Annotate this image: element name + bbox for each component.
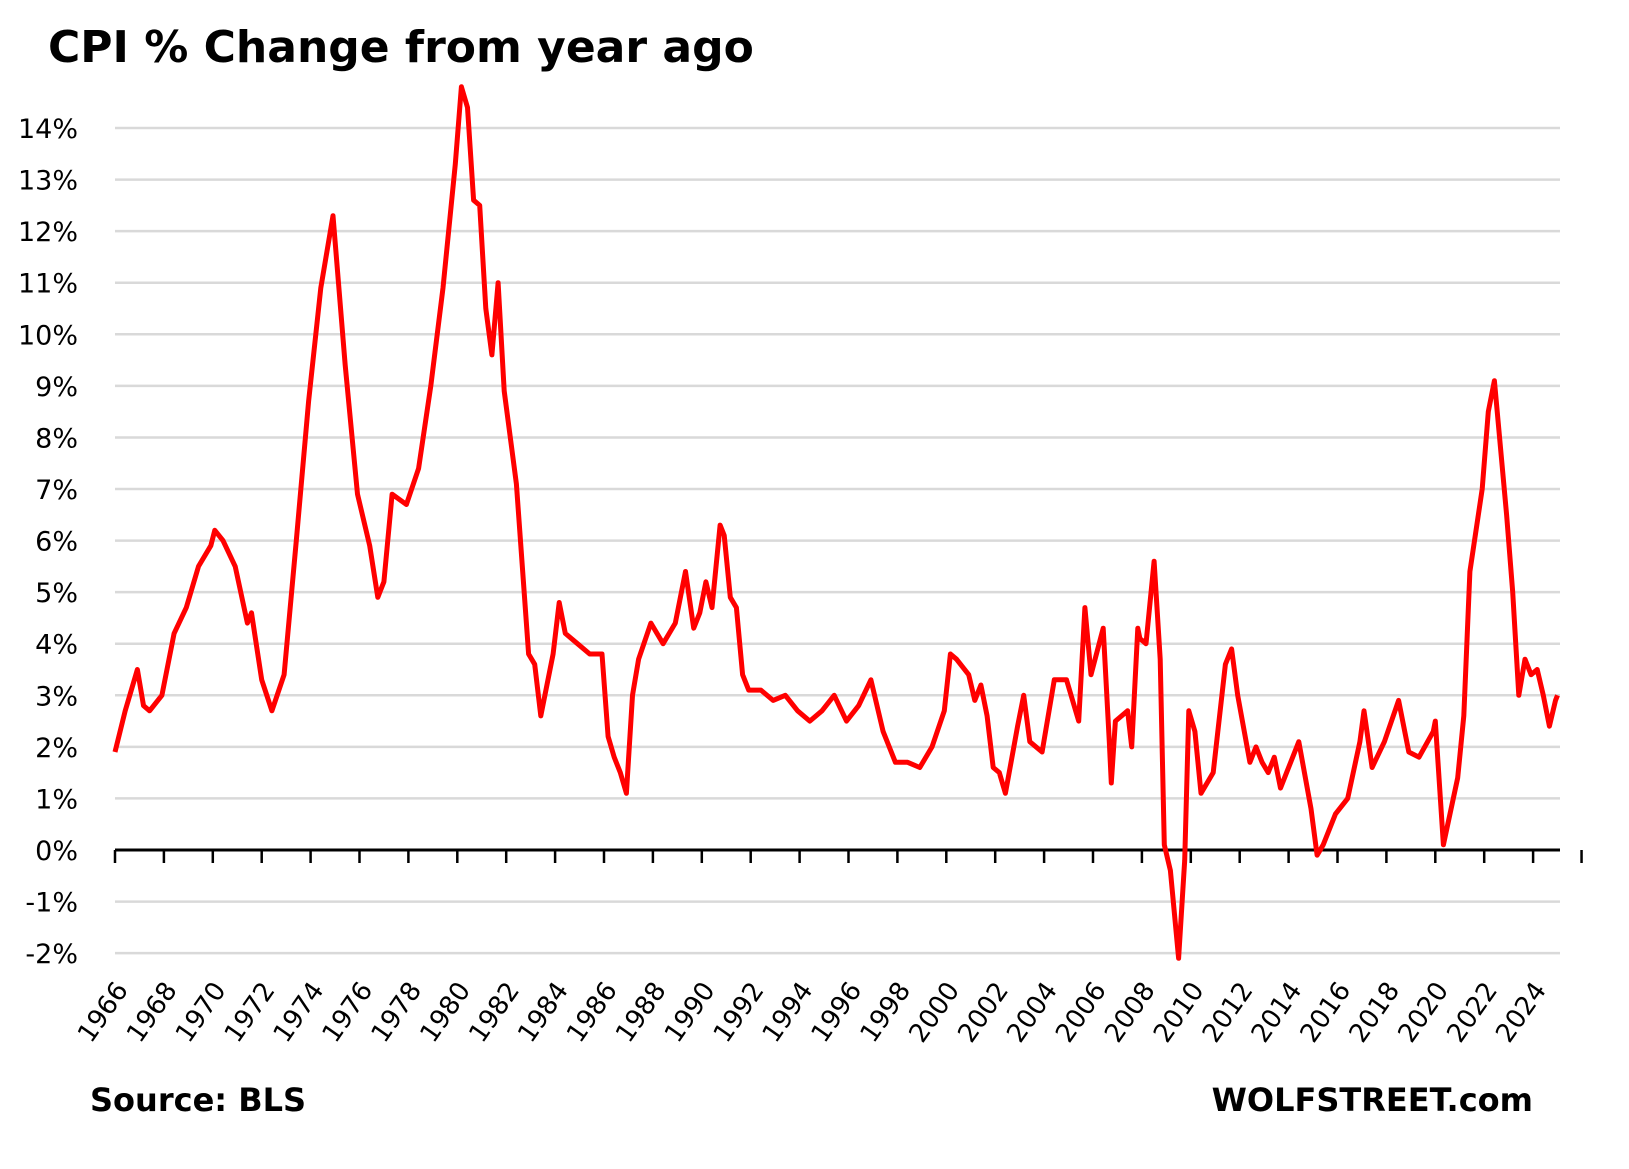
y-tick-label: 12%	[18, 217, 78, 248]
x-tick-label: 2002	[952, 977, 1015, 1048]
chart-title: CPI % Change from year ago	[48, 22, 754, 73]
x-tick-label: 2004	[1001, 977, 1064, 1048]
x-tick-label: 2020	[1393, 977, 1456, 1048]
x-tick-label: 1984	[512, 977, 575, 1048]
y-tick-label: 7%	[35, 475, 78, 506]
x-tick-label: 1968	[121, 977, 184, 1048]
source-label: Source: BLS	[90, 1081, 306, 1119]
y-tick-label: 3%	[35, 681, 78, 712]
x-tick-label: 1990	[659, 977, 722, 1048]
y-tick-label: 5%	[35, 578, 78, 609]
y-tick-label: 13%	[18, 166, 78, 197]
y-axis-tick-labels: -2% -1% 0% 1% 2% 3% 4% 5% 6% 7% 8% 9% 10% 11% 12% 13% 14…	[18, 114, 78, 970]
x-tick-label: 1978	[366, 977, 429, 1048]
x-tick-label: 1970	[170, 977, 233, 1048]
y-tick-label: 0%	[35, 836, 78, 867]
x-tick-label: 1982	[463, 977, 526, 1048]
y-tick-label: 14%	[18, 114, 78, 145]
x-tick-label: 2012	[1197, 977, 1260, 1048]
x-tick-label: 1994	[757, 977, 820, 1048]
x-tick-label: 2014	[1246, 977, 1309, 1048]
x-tick-label: 1986	[561, 977, 624, 1048]
x-tick-label: 1976	[317, 977, 380, 1048]
y-tick-label: 9%	[35, 372, 78, 403]
x-tick-label: 2016	[1295, 977, 1358, 1048]
x-tick-label: 1992	[708, 977, 771, 1048]
gridlines	[115, 126, 1560, 955]
x-tick-label: 1966	[72, 977, 135, 1048]
x-axis-tick-labels: 1966196819701972197419761978198019821984…	[72, 977, 1553, 1048]
x-tick-label: 2024	[1490, 977, 1553, 1048]
y-tick-label: 4%	[35, 630, 78, 661]
y-tick-label: 10%	[18, 320, 78, 351]
y-tick-label: -2%	[25, 939, 78, 970]
y-tick-label: 11%	[18, 269, 78, 300]
y-tick-label: 6%	[35, 527, 78, 558]
y-tick-label: 8%	[35, 423, 78, 454]
x-tick-label: 2022	[1441, 977, 1504, 1048]
x-tick-label: 1996	[806, 977, 869, 1048]
x-tick-label: 1980	[415, 977, 478, 1048]
brand-label: WOLFSTREET.com	[1212, 1081, 1533, 1119]
x-tick-label: 1972	[219, 977, 282, 1048]
y-tick-label: 2%	[35, 733, 78, 764]
x-tick-label: 1974	[268, 977, 331, 1048]
x-tick-label: 1988	[610, 977, 673, 1048]
x-tick-label: 2010	[1148, 977, 1211, 1048]
x-tick-label: 1998	[855, 977, 918, 1048]
x-tick-label: 2006	[1050, 977, 1113, 1048]
x-tick-label: 2008	[1099, 977, 1162, 1048]
x-axis	[113, 848, 1583, 863]
x-tick-label: 2018	[1344, 977, 1407, 1048]
y-tick-label: -1%	[25, 888, 78, 919]
cpi-series-line	[112, 84, 1560, 961]
y-tick-label: 1%	[35, 784, 78, 815]
x-tick-label: 2000	[904, 977, 967, 1048]
